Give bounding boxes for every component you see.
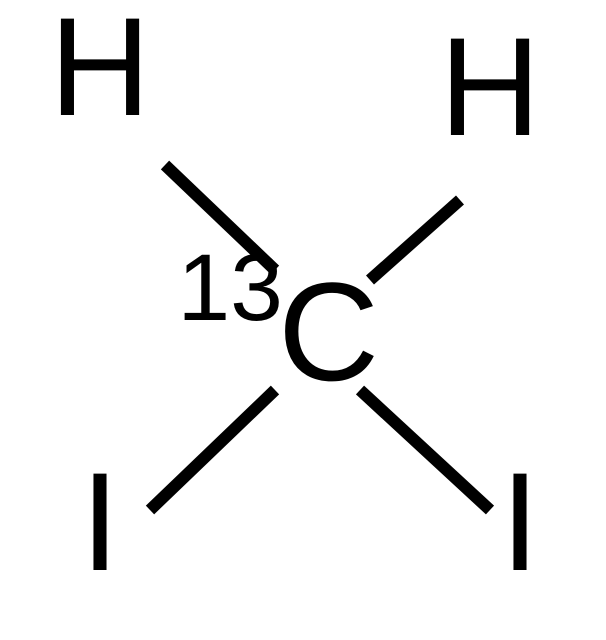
- atom-label: I: [501, 443, 540, 600]
- center-atom-label: C: [278, 253, 379, 410]
- bond-line: [370, 200, 460, 280]
- isotope-label: 13: [177, 235, 283, 341]
- atom-label: H: [49, 0, 150, 145]
- molecule-diagram: 13 C H H I I: [0, 0, 606, 640]
- bond-line: [150, 390, 275, 510]
- atom-label: I: [81, 443, 120, 600]
- atom-label: H: [439, 8, 540, 165]
- bond-line: [360, 390, 490, 510]
